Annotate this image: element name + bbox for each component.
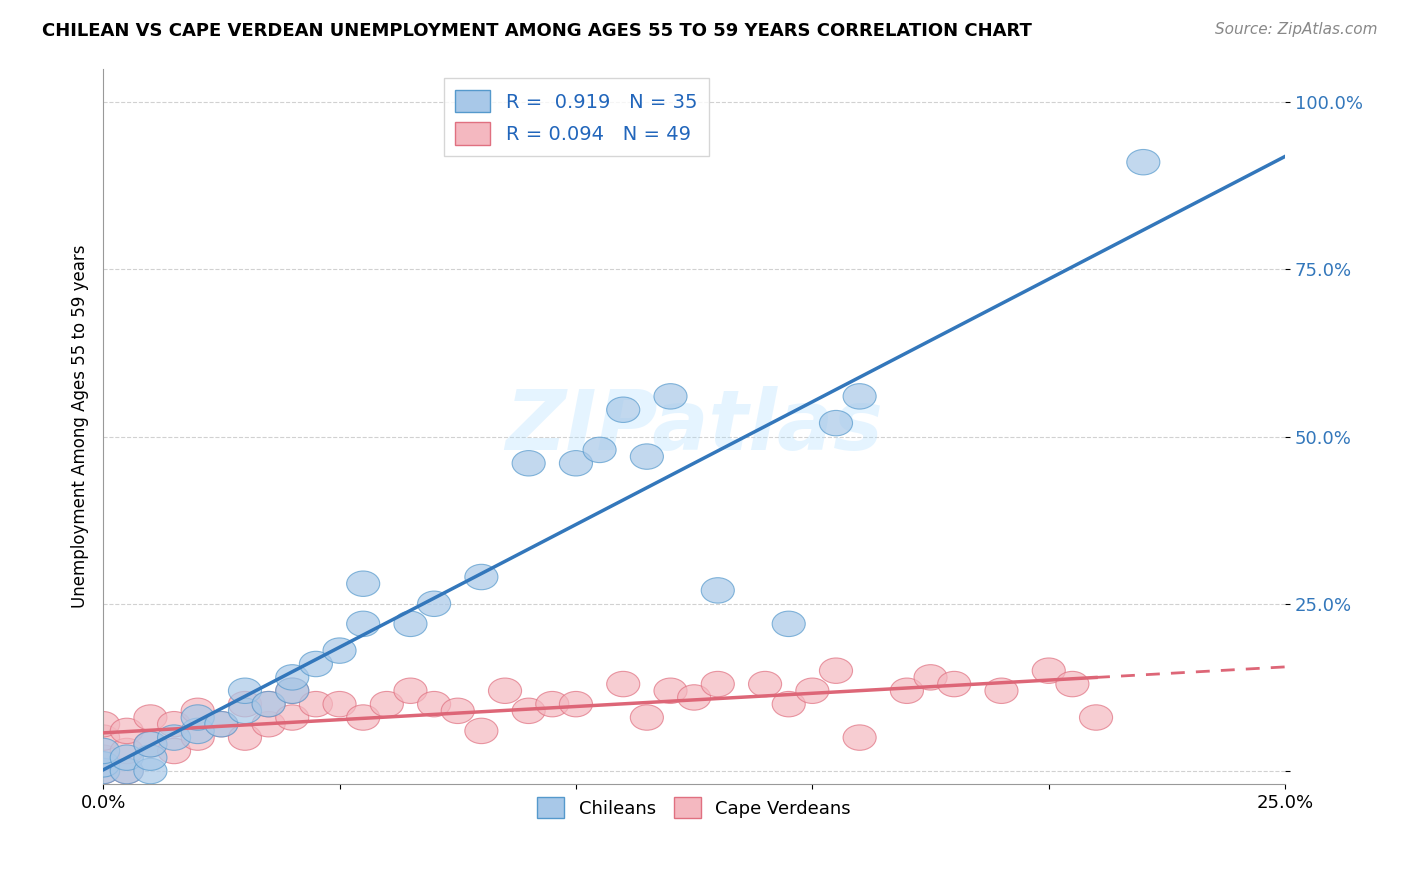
Ellipse shape	[87, 712, 120, 737]
Ellipse shape	[205, 712, 238, 737]
Ellipse shape	[560, 450, 592, 476]
Ellipse shape	[134, 705, 167, 731]
Ellipse shape	[87, 725, 120, 750]
Text: CHILEAN VS CAPE VERDEAN UNEMPLOYMENT AMONG AGES 55 TO 59 YEARS CORRELATION CHART: CHILEAN VS CAPE VERDEAN UNEMPLOYMENT AMO…	[42, 22, 1032, 40]
Ellipse shape	[87, 758, 120, 784]
Ellipse shape	[87, 745, 120, 771]
Ellipse shape	[228, 698, 262, 723]
Ellipse shape	[110, 739, 143, 764]
Ellipse shape	[441, 698, 474, 723]
Ellipse shape	[418, 691, 451, 717]
Text: Source: ZipAtlas.com: Source: ZipAtlas.com	[1215, 22, 1378, 37]
Ellipse shape	[654, 678, 688, 704]
Ellipse shape	[465, 718, 498, 744]
Ellipse shape	[134, 731, 167, 757]
Ellipse shape	[347, 571, 380, 597]
Ellipse shape	[276, 705, 309, 731]
Ellipse shape	[110, 718, 143, 744]
Ellipse shape	[181, 698, 214, 723]
Ellipse shape	[252, 691, 285, 717]
Ellipse shape	[678, 685, 710, 710]
Ellipse shape	[890, 678, 924, 704]
Ellipse shape	[1032, 658, 1066, 683]
Ellipse shape	[157, 712, 191, 737]
Ellipse shape	[702, 672, 734, 697]
Ellipse shape	[772, 691, 806, 717]
Ellipse shape	[606, 397, 640, 423]
Ellipse shape	[488, 678, 522, 704]
Ellipse shape	[252, 712, 285, 737]
Ellipse shape	[299, 651, 332, 677]
Ellipse shape	[276, 678, 309, 704]
Ellipse shape	[134, 758, 167, 784]
Ellipse shape	[276, 665, 309, 690]
Ellipse shape	[276, 678, 309, 704]
Ellipse shape	[110, 745, 143, 771]
Y-axis label: Unemployment Among Ages 55 to 59 years: Unemployment Among Ages 55 to 59 years	[72, 244, 89, 608]
Ellipse shape	[181, 705, 214, 731]
Ellipse shape	[1056, 672, 1088, 697]
Ellipse shape	[512, 450, 546, 476]
Ellipse shape	[347, 611, 380, 637]
Ellipse shape	[181, 718, 214, 744]
Ellipse shape	[228, 691, 262, 717]
Ellipse shape	[583, 437, 616, 463]
Ellipse shape	[1126, 150, 1160, 175]
Ellipse shape	[87, 752, 120, 777]
Ellipse shape	[844, 725, 876, 750]
Ellipse shape	[465, 565, 498, 590]
Ellipse shape	[914, 665, 948, 690]
Ellipse shape	[157, 739, 191, 764]
Ellipse shape	[110, 758, 143, 784]
Ellipse shape	[157, 725, 191, 750]
Ellipse shape	[654, 384, 688, 409]
Ellipse shape	[205, 712, 238, 737]
Ellipse shape	[323, 638, 356, 664]
Ellipse shape	[181, 725, 214, 750]
Ellipse shape	[418, 591, 451, 616]
Ellipse shape	[938, 672, 970, 697]
Ellipse shape	[228, 725, 262, 750]
Ellipse shape	[134, 745, 167, 771]
Ellipse shape	[134, 731, 167, 757]
Ellipse shape	[299, 691, 332, 717]
Ellipse shape	[820, 658, 852, 683]
Ellipse shape	[394, 678, 427, 704]
Ellipse shape	[820, 410, 852, 436]
Legend: Chileans, Cape Verdeans: Chileans, Cape Verdeans	[530, 790, 858, 825]
Ellipse shape	[606, 672, 640, 697]
Ellipse shape	[323, 691, 356, 717]
Text: ZIPatlas: ZIPatlas	[505, 386, 883, 467]
Ellipse shape	[512, 698, 546, 723]
Ellipse shape	[370, 691, 404, 717]
Ellipse shape	[110, 758, 143, 784]
Ellipse shape	[394, 611, 427, 637]
Ellipse shape	[536, 691, 569, 717]
Ellipse shape	[748, 672, 782, 697]
Ellipse shape	[844, 384, 876, 409]
Ellipse shape	[560, 691, 592, 717]
Ellipse shape	[986, 678, 1018, 704]
Ellipse shape	[796, 678, 830, 704]
Ellipse shape	[252, 691, 285, 717]
Ellipse shape	[702, 578, 734, 603]
Ellipse shape	[630, 444, 664, 469]
Ellipse shape	[772, 611, 806, 637]
Ellipse shape	[1080, 705, 1112, 731]
Ellipse shape	[228, 678, 262, 704]
Ellipse shape	[87, 739, 120, 764]
Ellipse shape	[347, 705, 380, 731]
Ellipse shape	[630, 705, 664, 731]
Ellipse shape	[87, 758, 120, 784]
